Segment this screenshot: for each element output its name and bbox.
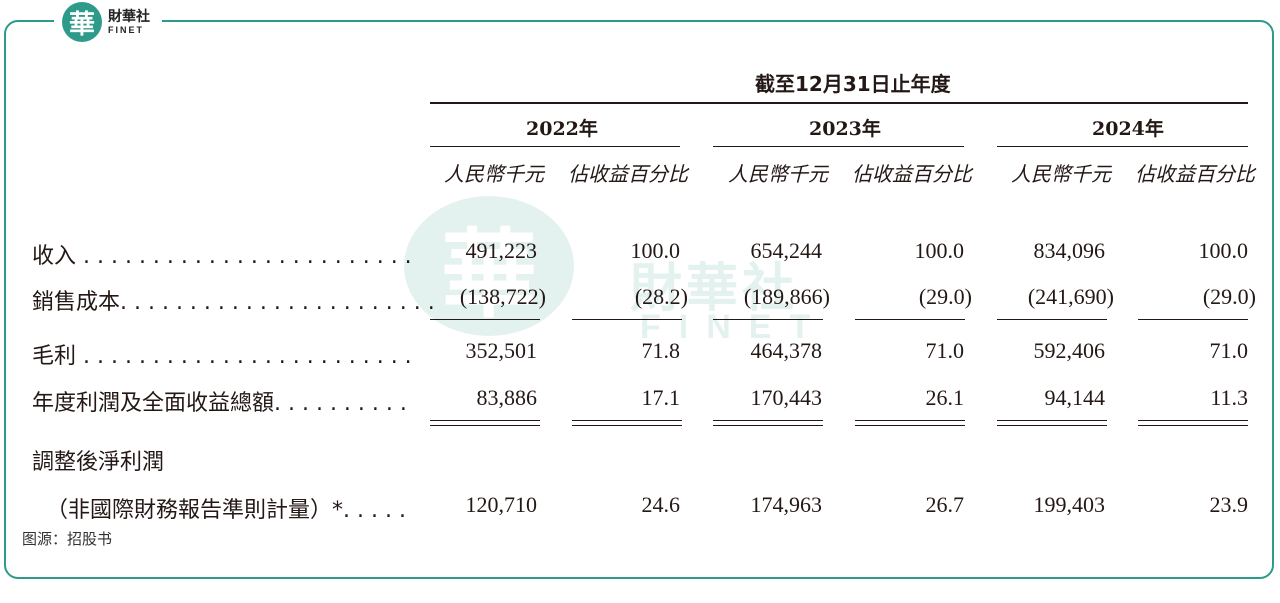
total-double-rule xyxy=(1138,425,1248,426)
cell-cost-2023-amount: (189,866) xyxy=(743,284,830,309)
subtotal-rule xyxy=(997,319,1107,320)
cell-profit-2024-pct: 11.3 xyxy=(1210,385,1248,410)
total-double-rule xyxy=(713,425,823,426)
unit-pct-2022: 佔收益百分比 xyxy=(568,162,688,186)
row-label-non-ifrs-measure: （非國際財務報告準則計量）*. . . . . xyxy=(46,498,406,523)
row-label-adjusted-net-profit: 調整後淨利潤 xyxy=(32,450,165,475)
subtotal-rule xyxy=(572,319,682,320)
total-double-rule xyxy=(572,425,682,426)
total-double-rule xyxy=(430,425,540,426)
unit-pct-2023: 佔收益百分比 xyxy=(852,162,972,186)
cell-adjusted-2024-pct: 23.9 xyxy=(1209,492,1249,517)
cell-gross-2023-amount: 464,378 xyxy=(750,338,823,363)
cell-gross-2022-pct: 71.8 xyxy=(641,338,681,363)
cell-profit-2022-amount: 83,886 xyxy=(476,385,538,410)
cell-revenue-2024-pct: 100.0 xyxy=(1198,238,1249,263)
cell-cost-2024-amount: (241,690) xyxy=(1027,284,1114,309)
year-header-2022: 2022年 xyxy=(526,118,598,140)
cell-adjusted-2023-amount: 174,963 xyxy=(750,492,823,517)
cell-revenue-2023-pct: 100.0 xyxy=(914,238,965,263)
total-double-rule xyxy=(855,420,965,421)
source-note: 图源：招股书 xyxy=(22,530,113,548)
subtotal-rule xyxy=(430,319,540,320)
cell-gross-2024-amount: 592,406 xyxy=(1033,338,1106,363)
cell-revenue-2023-amount: 654,244 xyxy=(750,238,823,263)
year-rule-2024 xyxy=(997,146,1248,147)
period-header: 截至12月31日止年度 xyxy=(755,72,951,96)
cell-revenue-2022-pct: 100.0 xyxy=(630,238,681,263)
cell-profit-2022-pct: 17.1 xyxy=(641,385,681,410)
cell-cost-2024-pct: (29.0) xyxy=(1202,284,1256,309)
total-double-rule xyxy=(1138,420,1248,421)
brand-name-en: FINET xyxy=(108,24,144,35)
content-frame xyxy=(4,20,1274,579)
cell-cost-2023-pct: (29.0) xyxy=(918,284,972,309)
total-double-rule xyxy=(430,420,540,421)
row-label-gross-profit: 毛利 . . . . . . . . . . . . . . . . . . .… xyxy=(32,344,412,369)
year-header-2024: 2024年 xyxy=(1092,118,1164,140)
cell-cost-2022-amount: (138,722) xyxy=(459,284,546,309)
total-double-rule xyxy=(997,420,1107,421)
cell-profit-2023-pct: 26.1 xyxy=(925,385,965,410)
cell-cost-2022-pct: (28.2) xyxy=(634,284,688,309)
unit-pct-2024: 佔收益百分比 xyxy=(1135,162,1255,186)
year-header-2023: 2023年 xyxy=(809,118,881,140)
subtotal-rule xyxy=(855,319,965,320)
subtotal-rule xyxy=(713,319,823,320)
row-label-revenue: 收入 . . . . . . . . . . . . . . . . . . .… xyxy=(32,244,412,269)
row-label-profit-for-year: 年度利潤及全面收益總額. . . . . . . . . . xyxy=(32,391,407,416)
brand-logo: 華 財華社 FINET xyxy=(54,0,162,44)
subtotal-rule xyxy=(1138,319,1248,320)
cell-gross-2024-pct: 71.0 xyxy=(1209,338,1249,363)
row-label-cost-of-sales: 銷售成本. . . . . . . . . . . . . . . . . . … xyxy=(32,290,435,315)
unit-amount-2024: 人民幣千元 xyxy=(1011,162,1111,186)
brand-name-cn: 財華社 xyxy=(108,8,150,25)
cell-revenue-2024-amount: 834,096 xyxy=(1033,238,1106,263)
cell-gross-2023-pct: 71.0 xyxy=(925,338,965,363)
brand-seal-icon: 華 xyxy=(62,2,102,42)
unit-amount-2022: 人民幣千元 xyxy=(444,162,544,186)
cell-profit-2023-amount: 170,443 xyxy=(750,385,823,410)
total-double-rule xyxy=(997,425,1107,426)
cell-adjusted-2023-pct: 26.7 xyxy=(925,492,965,517)
brand-text: 財華社 FINET xyxy=(108,10,150,35)
cell-revenue-2022-amount: 491,223 xyxy=(465,238,538,263)
cell-profit-2024-amount: 94,144 xyxy=(1044,385,1106,410)
total-double-rule xyxy=(572,420,682,421)
year-rule-2022 xyxy=(430,146,680,147)
total-double-rule xyxy=(713,420,823,421)
cell-adjusted-2022-amount: 120,710 xyxy=(465,492,538,517)
cell-gross-2022-amount: 352,501 xyxy=(465,338,538,363)
unit-amount-2023: 人民幣千元 xyxy=(728,162,828,186)
cell-adjusted-2022-pct: 24.6 xyxy=(641,492,681,517)
period-rule xyxy=(430,102,1248,104)
year-rule-2023 xyxy=(713,146,964,147)
cell-adjusted-2024-amount: 199,403 xyxy=(1033,492,1106,517)
total-double-rule xyxy=(855,425,965,426)
